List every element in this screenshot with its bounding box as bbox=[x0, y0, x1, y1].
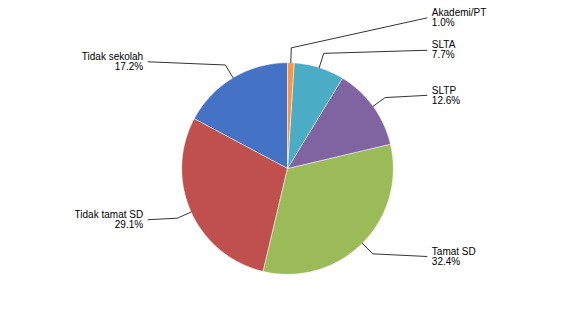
svg-text:Akademi/PT1.0%: Akademi/PT1.0% bbox=[432, 7, 486, 28]
svg-text:SLTP12.6%: SLTP12.6% bbox=[432, 85, 460, 106]
svg-text:Tidak sekolah17.2%: Tidak sekolah17.2% bbox=[82, 51, 143, 72]
svg-text:Tidak tamat SD29.1%: Tidak tamat SD29.1% bbox=[75, 209, 144, 230]
svg-text:Tamat SD32.4%: Tamat SD32.4% bbox=[432, 246, 476, 267]
svg-text:SLTA7.7%: SLTA7.7% bbox=[432, 39, 456, 60]
